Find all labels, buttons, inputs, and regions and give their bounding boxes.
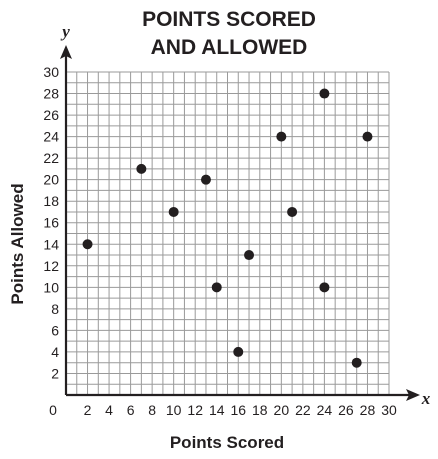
x-tick-label: 0 [49,402,57,418]
x-axis-label: Points Scored [170,433,284,452]
x-axis-arrow [406,389,420,401]
y-tick-label: 20 [43,172,59,188]
x-tick-label: 28 [360,402,376,418]
data-point [244,250,255,261]
x-tick-label: 2 [84,402,92,418]
x-tick-label: 20 [274,402,290,418]
x-tick-label: 18 [252,402,268,418]
y-tick-label: 4 [51,344,59,360]
y-tick-label: 2 [51,365,59,381]
y-tick-label: 14 [43,236,59,252]
data-point [168,206,179,217]
x-tick-label: 16 [230,402,246,418]
y-tick-label: 26 [43,107,59,123]
data-point [287,206,298,217]
y-tick-label: 10 [43,279,59,295]
y-tick-label: 16 [43,215,59,231]
y-tick-label: 8 [51,301,59,317]
data-point [351,357,362,368]
x-axis-letter: x [421,389,431,408]
chart-title-line-2: AND ALLOWED [151,36,308,59]
y-tick-label: 24 [43,129,59,145]
data-point [82,239,93,250]
data-points [82,88,373,368]
x-tick-label: 24 [317,402,333,418]
x-tick-label: 4 [105,402,113,418]
data-point [136,163,147,174]
grid [65,71,390,396]
x-tick-label: 26 [338,402,354,418]
x-tick-label: 8 [148,402,156,418]
y-tick-label: 22 [43,150,59,166]
y-axis-arrow [60,45,72,59]
x-tick-label: 6 [127,402,135,418]
x-tick-label: 12 [187,402,203,418]
data-point [211,282,222,293]
axes [60,45,420,401]
y-tick-label: 18 [43,193,59,209]
y-axis-label: Points Allowed [8,183,27,304]
x-tick-label: 22 [295,402,311,418]
y-tick-label: 12 [43,258,59,274]
data-point [362,131,373,142]
y-tick-label: 30 [43,64,59,80]
data-point [319,282,330,293]
data-point [200,174,211,185]
x-tick-labels: 0 2 4 6 8 10 12 14 16 18 20 22 24 26 28 30 [49,402,397,418]
data-point [276,131,287,142]
data-point [319,88,330,99]
chart-title-line-1: POINTS SCORED [142,8,316,31]
x-tick-label: 30 [381,402,397,418]
x-tick-label: 14 [209,402,225,418]
y-tick-label: 6 [51,322,59,338]
y-tick-label: 28 [43,86,59,102]
x-tick-label: 10 [166,402,182,418]
data-point [233,346,244,357]
y-axis-letter: y [60,22,70,41]
